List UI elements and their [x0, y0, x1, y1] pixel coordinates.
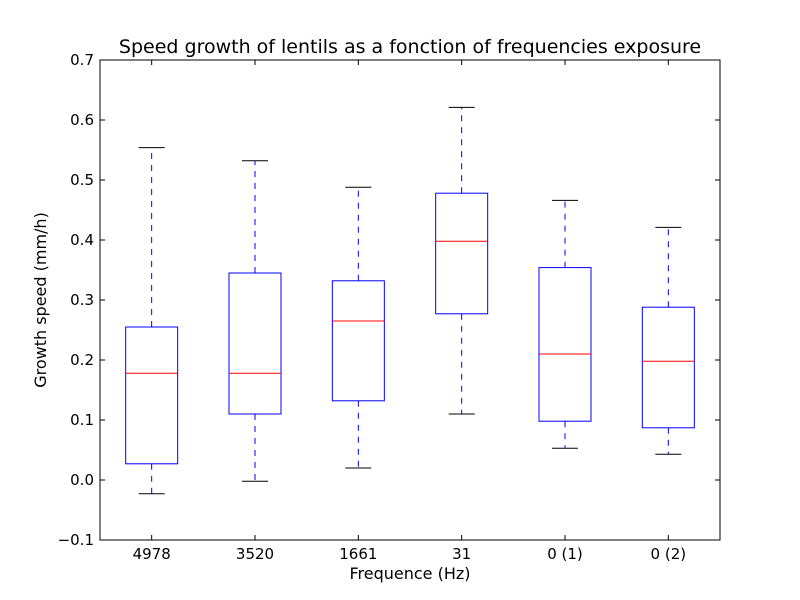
x-tick-label: 0 (1): [547, 545, 583, 563]
box: [538, 267, 592, 422]
x-tick-label: 1661: [339, 545, 377, 563]
box: [641, 306, 695, 429]
y-tick-label: 0.3: [70, 291, 94, 309]
box: [125, 326, 179, 465]
x-tick-label: 0 (2): [651, 545, 687, 563]
x-axis-label: Frequence (Hz): [349, 564, 470, 583]
plot-area: −0.1 0.0 0.1 0.2 0.3 0.4 0.5 0.6 0.7 4978 3520 1661…: [58, 51, 721, 563]
x-tick-label: 3520: [236, 545, 274, 563]
y-tick-label: 0.1: [70, 411, 94, 429]
box: [228, 272, 282, 415]
y-tick-label: 0.4: [70, 231, 94, 249]
y-tick-label: 0.0: [70, 471, 94, 489]
chart-title: Speed growth of lentils as a fonction of…: [119, 36, 701, 58]
box: [331, 280, 385, 402]
y-tick-label: 0.7: [70, 51, 94, 69]
y-axis-label: Growth speed (mm/h): [31, 212, 50, 388]
y-tick-label: −0.1: [58, 531, 94, 549]
y-tick-label: 0.2: [70, 351, 94, 369]
y-tick-label: 0.6: [70, 111, 94, 129]
y-tick-label: 0.5: [70, 171, 94, 189]
box: [435, 192, 489, 315]
x-tick-label: 31: [452, 545, 471, 563]
axes-frame: [99, 59, 721, 541]
x-tick-label: 4978: [133, 545, 171, 563]
